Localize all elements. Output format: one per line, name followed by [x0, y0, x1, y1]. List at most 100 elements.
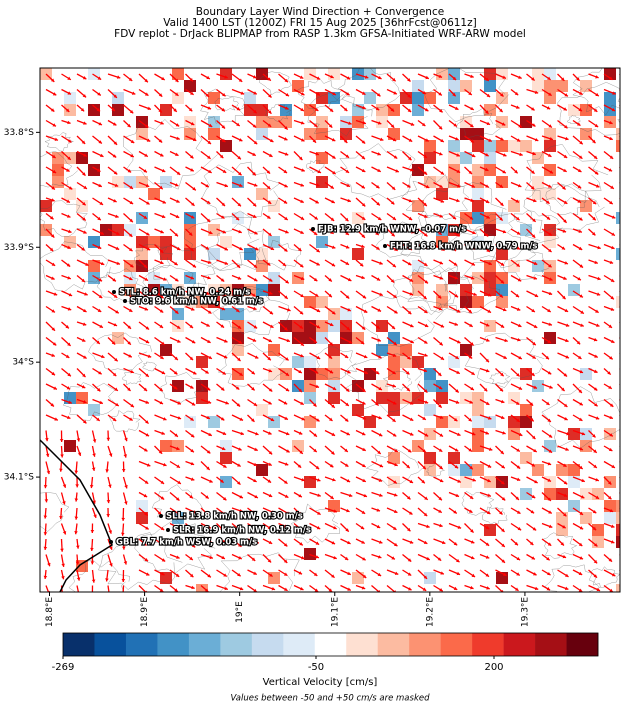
velocity-cell	[616, 296, 628, 308]
velocity-cell	[292, 320, 304, 332]
velocity-cell	[352, 572, 364, 584]
wind-arrow	[620, 338, 628, 346]
wind-arrow	[620, 307, 627, 314]
velocity-cell	[160, 248, 172, 260]
velocity-cell	[268, 236, 280, 248]
colorbar-label: Vertical Velocity [cm/s]	[263, 677, 378, 688]
station-dot	[159, 514, 163, 518]
y-tick-label: 33.9°S	[4, 243, 35, 253]
colorbar-swatch	[441, 633, 473, 656]
velocity-cell	[388, 356, 400, 368]
velocity-cell	[292, 356, 304, 368]
wind-arrow	[620, 152, 628, 157]
wind-arrow	[620, 555, 628, 562]
colorbar-swatch	[504, 633, 536, 656]
colorbar-swatch	[220, 633, 252, 656]
wind-arrow	[620, 214, 628, 218]
velocity-cell	[220, 440, 232, 452]
velocity-cell	[520, 368, 532, 380]
wind-arrow-head	[623, 310, 626, 313]
wind-arrow	[620, 105, 627, 111]
wind-arrow	[620, 400, 628, 409]
velocity-cell	[424, 464, 436, 476]
colorbar-swatch	[189, 633, 221, 656]
velocity-cell	[352, 248, 364, 260]
station-label: GBL: 7.7 km/h WSW, 0.03 m/s	[116, 538, 257, 548]
velocity-cell	[412, 392, 424, 404]
wind-arrow	[620, 415, 628, 421]
velocity-cell	[448, 416, 460, 428]
station-dot	[166, 528, 170, 532]
wind-arrow	[620, 353, 628, 357]
velocity-cell	[460, 296, 472, 308]
title-line: FDV replot - DrJack BLIPMAP from RASP 1.…	[114, 28, 526, 40]
velocity-cell	[196, 356, 208, 368]
velocity-cell	[148, 188, 160, 200]
velocity-cell	[220, 308, 232, 320]
velocity-cell	[64, 188, 76, 200]
velocity-cell	[268, 272, 280, 284]
velocity-cell	[520, 140, 532, 152]
velocity-cell	[376, 392, 388, 404]
wind-arrow	[620, 74, 628, 81]
velocity-cell	[88, 272, 100, 284]
velocity-cell	[544, 80, 556, 92]
wind-arrow-head	[623, 542, 626, 545]
wind-arrow-head	[625, 405, 628, 408]
velocity-cell	[256, 404, 268, 416]
colorbar-swatch	[63, 633, 95, 656]
velocity-cell	[412, 104, 424, 116]
velocity-cell	[256, 464, 268, 476]
velocity-cell	[112, 92, 124, 104]
velocity-cell	[604, 512, 616, 524]
velocity-cell	[424, 140, 436, 152]
velocity-cell	[484, 524, 496, 536]
wind-arrow-head	[624, 572, 627, 575]
velocity-cell	[448, 140, 460, 152]
mask-note: Values between -50 and +50 cm/s are mask…	[230, 694, 430, 704]
colorbar-tick-label: 200	[484, 662, 503, 673]
velocity-cell	[172, 320, 184, 332]
velocity-cell	[436, 188, 448, 200]
velocity-cell	[484, 104, 496, 116]
x-tick-label: 18.9°E	[140, 597, 150, 628]
wind-arrow	[620, 586, 628, 594]
velocity-cell	[208, 128, 220, 140]
velocity-cell	[580, 200, 592, 212]
velocity-cell	[52, 152, 64, 164]
velocity-cell	[484, 80, 496, 92]
x-tick-label: 19.3°E	[520, 597, 530, 628]
velocity-cell	[556, 512, 568, 524]
velocity-cell	[184, 116, 196, 128]
velocity-cell	[388, 392, 400, 404]
velocity-cell	[544, 440, 556, 452]
velocity-cell	[616, 524, 628, 536]
wind-arrow	[620, 245, 628, 251]
velocity-cell	[544, 272, 556, 284]
velocity-cell	[472, 188, 484, 200]
velocity-cell	[496, 296, 508, 308]
velocity-cell	[280, 116, 292, 128]
velocity-cell	[376, 320, 388, 332]
velocity-cell	[160, 176, 172, 188]
velocity-cell	[412, 356, 424, 368]
velocity-cell	[208, 92, 220, 104]
velocity-cell	[616, 512, 628, 524]
wind-arrow	[620, 493, 628, 502]
station-label: STO: 9.6 km/h NW, 0.61 m/s	[130, 297, 263, 307]
wind-arrow	[620, 431, 628, 437]
y-tick-label: 33.8°S	[4, 128, 35, 138]
velocity-cell	[436, 392, 448, 404]
velocity-cell	[484, 152, 496, 164]
velocity-cell	[496, 284, 508, 296]
wind-arrow	[620, 570, 628, 575]
wind-arrow-head	[77, 592, 81, 595]
wind-arrow-head	[624, 370, 627, 373]
station-dot	[123, 299, 127, 303]
colorbar-swatch	[94, 633, 126, 656]
velocity-cell	[520, 116, 532, 128]
velocity-cell	[304, 368, 316, 380]
velocity-cell	[472, 464, 484, 476]
